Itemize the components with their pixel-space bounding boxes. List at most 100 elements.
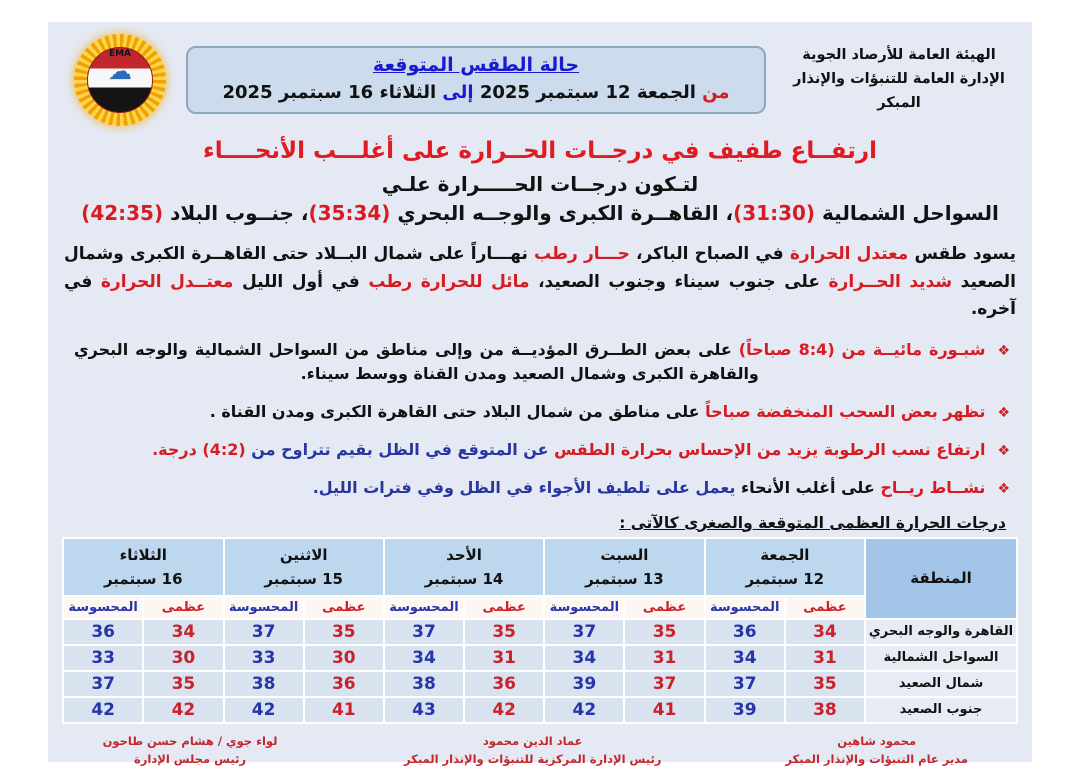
text-segment: الثلاثاء 16 سبتمبر 2025 (222, 82, 437, 103)
bullet-text: نشــاط ريــاح على أغلب الأنحاء يعمل على … (74, 476, 986, 501)
felt-temp-cell: 38 (382, 669, 466, 698)
ema-logo-text: EMA (108, 49, 132, 59)
felt-temp-cell: 33 (61, 643, 145, 672)
signature-title: رئيس الإدارة المركزية للتنبؤات والإنذار … (404, 751, 662, 766)
max-temp-cell: 35 (463, 617, 546, 646)
text-segment: يعمل على تلطيف الأجواء في الظل وفي فترات… (312, 477, 736, 497)
max-temp-cell: 35 (302, 617, 385, 646)
day-header-cell: الثلاثاء 16 سبتمبر (62, 536, 225, 597)
signatures-row: محمود شاهين مدير عام التنبؤات والإنذار ا… (48, 724, 1032, 769)
max-temp-cell: 35 (623, 617, 706, 646)
signature-central-admin-head: عماد الدين محمود رئيس الإدارة المركزية ل… (404, 732, 661, 769)
forecast-date-range: من الجمعة 12 سبتمبر 2025 إلى الثلاثاء 16… (198, 82, 754, 103)
max-temp-cell: 34 (142, 617, 225, 646)
felt-subheader-cell: المحسوسة (543, 594, 626, 620)
region-name-cell: شمال الصعيد (864, 669, 1018, 698)
regional-temps-line: السواحل الشمالية (31:30)، القاهــرة الكب… (48, 201, 1032, 225)
organization-names: الهيئة العامة للأرصاد الجوية الإدارة الع… (774, 44, 1024, 116)
weather-description-paragraph: يسود طقس معتدل الحرارة في الصباح الباكر،… (64, 241, 1016, 324)
text-segment: (31:30) (733, 201, 816, 225)
ema-emblem: EMA ☁ (87, 47, 153, 113)
table-caption: درجات الحرارة العظمى المتوقعة والصغرى كا… (619, 513, 1006, 532)
text-segment: ، جنــوب البلاد (163, 201, 309, 225)
bullet-diamond-icon: ❖ (997, 342, 1010, 359)
text-segment: على أغلب الأنحاء (735, 477, 875, 497)
text-segment: شديد الحــرارة (819, 271, 953, 292)
logo-container: EMA ☁ (62, 34, 178, 126)
day-header-cell: الاثنين 15 سبتمبر (222, 536, 385, 597)
weather-bulletin-document: الهيئة العامة للأرصاد الجوية الإدارة الع… (48, 22, 1032, 766)
text-segment: تظهر بعض السحب المنخفضة صباحاً (699, 402, 986, 422)
text-segment: من (695, 82, 730, 103)
bullet-diamond-icon: ❖ (997, 442, 1010, 459)
felt-temp-cell: 36 (61, 617, 145, 646)
bullet-humidity: ❖ ارتفاع نسب الرطوبة يزيد من الإحساس بحر… (74, 438, 1010, 463)
max-temp-cell: 38 (783, 695, 867, 724)
bullet-low-clouds: ❖ تظهر بعض السحب المنخفضة صباحاً على منا… (74, 400, 1010, 425)
text-segment: معتدل الحرارة (783, 244, 909, 264)
day-name: الجمعة (760, 545, 810, 564)
text-segment: (35:34) (308, 201, 391, 225)
bullet-text: تظهر بعض السحب المنخفضة صباحاً على مناطق… (74, 400, 986, 425)
text-segment: نشــاط ريــاح (874, 477, 986, 497)
felt-temp-cell: 37 (543, 617, 626, 646)
felt-subheader-cell: المحسوسة (703, 594, 786, 620)
max-temp-cell: 31 (783, 643, 867, 672)
text-segment: في أول الليل (233, 271, 360, 292)
max-temp-cell: 41 (302, 695, 385, 724)
felt-temp-cell: 39 (703, 695, 786, 724)
day-date: 16 سبتمبر (103, 569, 183, 588)
org-name-line1: الهيئة العامة للأرصاد الجوية (802, 47, 996, 64)
day-date: 15 سبتمبر (264, 569, 343, 588)
text-segment: مائل للحرارة رطب (359, 271, 530, 292)
max-temp-cell: 42 (142, 695, 225, 724)
max-temp-cell: 42 (463, 695, 546, 724)
text-segment: (42:35) (81, 201, 164, 225)
ema-sun-logo-icon: EMA ☁ (74, 34, 166, 126)
text-segment: معتــدل الحرارة (92, 271, 234, 292)
day-name: الثلاثاء (119, 545, 167, 564)
max-subheader-cell: عظمى (463, 594, 546, 620)
max-temp-cell: 35 (783, 669, 867, 698)
table-row: شمال الصعيد 35 37 37 39 36 38 36 38 35 37 (61, 669, 1018, 698)
text-segment: ارتفاع نسب الرطوبة يزيد من الإحساس بحرار… (548, 439, 986, 459)
day-header-cell: الجمعة 12 سبتمبر (703, 536, 867, 597)
bullet-diamond-icon: ❖ (997, 480, 1010, 497)
max-temp-cell: 30 (302, 643, 385, 672)
max-temp-cell: 36 (463, 669, 546, 698)
text-segment: عن المتوقع في الظل بقيم تتراوح من (245, 439, 549, 459)
region-name-cell: جنوب الصعيد (864, 695, 1018, 724)
felt-temp-cell: 34 (543, 643, 626, 672)
felt-temp-cell: 43 (382, 695, 466, 724)
bullet-diamond-icon: ❖ (997, 405, 1010, 422)
region-name-cell: السواحل الشمالية (864, 643, 1018, 672)
max-subheader-cell: عظمى (302, 594, 385, 620)
felt-subheader-cell: المحسوسة (222, 594, 305, 620)
signature-name: لواء جوي / هشام حسن طاحون (102, 733, 278, 748)
day-date: 13 سبتمبر (585, 569, 664, 588)
document-header: الهيئة العامة للأرصاد الجوية الإدارة الع… (48, 22, 1032, 126)
felt-temp-cell: 37 (222, 617, 305, 646)
signature-board-chairman: لواء جوي / هشام حسن طاحون رئيس مجلس الإد… (100, 732, 280, 769)
text-segment: على بعض الطــرق المؤديــة من وإلى مناطق … (74, 339, 759, 384)
felt-temp-cell: 33 (222, 643, 305, 672)
felt-temp-cell: 38 (222, 669, 305, 698)
bullet-text: شبـورة مائيــة من (8:4 صباحاً) على بعض ا… (74, 338, 985, 388)
forecast-title: حالة الطقس المتوقعة (372, 54, 580, 76)
bullet-list: ❖ شبـورة مائيــة من (8:4 صباحاً) على بعض… (74, 338, 1010, 501)
day-header-cell: الأحد 14 سبتمبر (382, 536, 546, 597)
temperature-table: المنطقة الجمعة 12 سبتمبر السبت 13 سبتمبر الأح… (61, 536, 1018, 724)
table-row: القاهرة والوجه البحري 34 36 35 37 35 37 35 37 34 3… (61, 617, 1018, 646)
max-temp-cell: 37 (623, 669, 706, 698)
bullet-fog: ❖ شبـورة مائيــة من (8:4 صباحاً) على بعض… (74, 338, 1010, 388)
region-header-cell: المنطقة (864, 536, 1018, 620)
max-temp-cell: 41 (623, 695, 706, 724)
text-segment: على جنوب سيناء وجنوب الصعيد، (529, 271, 820, 292)
max-subheader-cell: عظمى (783, 594, 867, 620)
bullet-text: ارتفاع نسب الرطوبة يزيد من الإحساس بحرار… (74, 438, 985, 463)
main-headline: ارتفــاع طفيف في درجــات الحــرارة على أ… (202, 138, 878, 164)
felt-temp-cell: 37 (382, 617, 466, 646)
cloud-icon: ☁ (108, 56, 132, 85)
text-segment: إلى (436, 82, 474, 103)
temperature-table-head: المنطقة الجمعة 12 سبتمبر السبت 13 سبتمبر الأح… (61, 536, 1018, 620)
